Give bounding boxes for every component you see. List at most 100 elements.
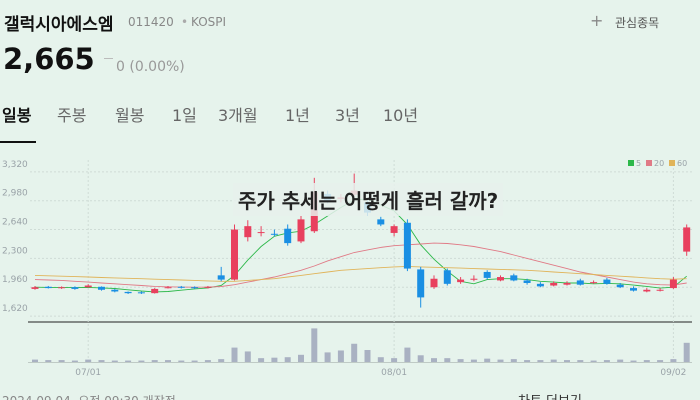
candle-body: [470, 278, 478, 280]
candle-body: [244, 226, 252, 238]
stock-name: 갤럭시아에스엠: [4, 15, 114, 35]
candle-body: [71, 287, 79, 289]
volume-bar: [431, 358, 437, 362]
volume-bar: [351, 343, 358, 362]
candle-body: [630, 288, 637, 291]
candle-body: [164, 287, 172, 289]
x-tick-label: 08/01: [381, 368, 407, 378]
volume-bar: [125, 360, 132, 362]
tab[interactable]: 월봉: [115, 106, 145, 125]
candle-body: [191, 287, 199, 289]
volume-bar: [404, 347, 411, 362]
candle-body: [590, 282, 598, 284]
candle-body: [576, 280, 584, 285]
tab[interactable]: 1년: [285, 106, 310, 125]
volume-bar: [204, 360, 211, 362]
annotation: 주가 추세는 어떻게 흘러 갈까?: [233, 183, 504, 216]
volume-bar: [311, 328, 318, 362]
moving-average-line: [34, 265, 687, 282]
volume-bar: [231, 347, 238, 362]
volume-bar: [577, 360, 584, 362]
candle-body: [98, 286, 105, 290]
volume-bar: [657, 360, 664, 362]
candle-body: [616, 284, 624, 288]
volume-bar: [98, 360, 105, 362]
candle-body: [643, 289, 651, 292]
legend-label: 20: [654, 159, 664, 168]
candle-body: [137, 292, 145, 294]
y-tick-label: 3,320: [2, 160, 28, 170]
timestamp: 2024.09.04. 오전 09:30 개장전: [2, 392, 176, 400]
x-tick-label: 07/01: [75, 368, 101, 378]
volume-bar: [85, 359, 92, 362]
candle-body: [656, 289, 664, 291]
plus-icon[interactable]: +: [590, 11, 604, 30]
y-tick-label: 2,980: [2, 189, 28, 199]
candle-body: [44, 286, 52, 289]
candle-body: [403, 222, 411, 269]
price: 2,665: [3, 42, 95, 76]
candle-body: [31, 287, 39, 289]
y-tick-label: 1,620: [2, 304, 28, 314]
volume-bar: [603, 360, 610, 362]
y-tick-label: 1,960: [2, 275, 28, 285]
candle-body: [510, 275, 518, 281]
moving-average-line: [34, 242, 687, 288]
tab[interactable]: 일봉: [2, 106, 32, 125]
candle-body: [683, 227, 691, 252]
volume-bar: [32, 359, 38, 362]
volume-bar: [630, 360, 637, 362]
legend-swatch: [646, 160, 652, 166]
volume-bar: [524, 360, 531, 362]
candle-body: [111, 289, 119, 292]
volume-bar: [457, 359, 464, 362]
volume-bar: [670, 359, 677, 362]
tab[interactable]: 3년: [335, 106, 360, 125]
volume-bar: [470, 359, 477, 362]
candle-body: [270, 233, 278, 235]
y-tick-label: 2,640: [2, 218, 28, 228]
candle-body: [84, 285, 92, 288]
candle-body: [457, 279, 465, 283]
volume-bar: [417, 355, 424, 362]
volume-bar: [244, 351, 251, 362]
candle-body: [124, 291, 132, 294]
tab[interactable]: 10년: [383, 106, 419, 125]
volume-bar: [284, 357, 291, 362]
candle-body: [497, 277, 504, 281]
volume-bar: [258, 358, 265, 362]
volume-bar: [111, 360, 118, 362]
legend-swatch: [628, 160, 634, 166]
candle-body: [390, 226, 398, 233]
candle-body: [204, 286, 212, 288]
candle-body: [297, 219, 305, 242]
volume-bar: [218, 359, 225, 362]
volume-bar: [643, 360, 650, 362]
volume-bar: [537, 360, 544, 362]
flat-icon: [104, 58, 113, 59]
candle-body: [536, 283, 544, 287]
volume-bar: [71, 360, 78, 362]
volume-bar: [324, 352, 331, 362]
volume-bar: [617, 359, 624, 362]
candle-body: [523, 280, 531, 283]
candle-body: [58, 287, 66, 289]
tab[interactable]: 주봉: [57, 106, 87, 125]
watch-button[interactable]: 관심종목: [615, 16, 660, 30]
candle-body: [443, 270, 451, 284]
tab[interactable]: 3개월: [218, 106, 258, 125]
volume-bar: [497, 359, 504, 362]
volume-bar: [377, 357, 384, 362]
volume-bar: [564, 360, 570, 362]
volume-bar: [364, 350, 371, 362]
volume-bar: [484, 358, 491, 362]
candle-body: [563, 282, 571, 285]
separator: •: [181, 15, 189, 29]
legend-label: 5: [636, 159, 641, 168]
candle-body: [257, 232, 265, 234]
volume-bar: [550, 359, 557, 362]
more-link[interactable]: 차트 더보기: [518, 390, 582, 400]
tab[interactable]: 1일: [172, 106, 197, 125]
price-change: 0 (0.00%): [116, 59, 185, 75]
